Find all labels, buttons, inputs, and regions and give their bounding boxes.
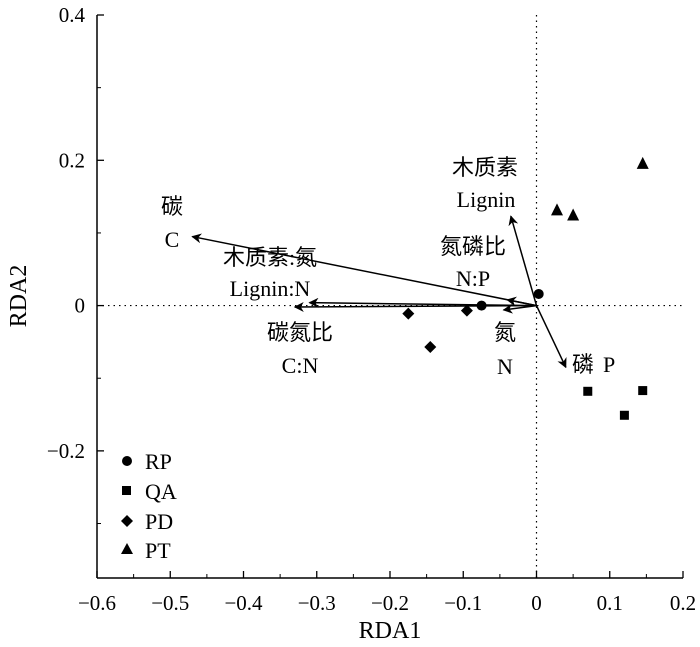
x-tick-label: −0.2 (371, 591, 409, 615)
legend-label: PT (145, 538, 171, 563)
x-axis-ticks: −0.6 −0.5 −0.4 −0.3 −0.2 −0.1 0 0.1 0.2 (78, 571, 696, 615)
arrow-label-cn: 碳 (161, 194, 183, 219)
point-rp (476, 300, 487, 311)
arrow-p (535, 305, 567, 369)
point-qa (583, 386, 593, 396)
point-pt (636, 156, 649, 169)
arrow-label-en: C:N (282, 353, 319, 378)
arrow-label-cn: 磷 (572, 352, 594, 377)
point-pd (460, 304, 473, 317)
sample-points (402, 156, 649, 420)
legend-marker-diamond (121, 515, 133, 527)
legend-label: QA (145, 479, 177, 504)
point-pt (551, 203, 564, 216)
y-axis-ticks: 0.4 0.2 0 −0.2 (47, 3, 104, 525)
y-tick-label: 0.4 (59, 3, 86, 27)
plot-frame (96, 15, 683, 579)
x-tick-label: 0.2 (670, 591, 696, 615)
arrow-label-en: P (603, 352, 615, 377)
arrow-label-cn: 木质素 (452, 155, 518, 180)
arrow-label-en: Lignin:N (230, 276, 311, 301)
arrow-label-en: Lignin (457, 187, 516, 212)
legend-marker-triangle (121, 543, 133, 554)
arrow-cn (293, 301, 537, 312)
environmental-arrows (191, 215, 567, 369)
x-tick-label: 0.1 (597, 591, 623, 615)
legend-label: PD (145, 509, 173, 534)
x-axis-title: RDA1 (359, 618, 422, 644)
x-tick-label: −0.4 (224, 591, 263, 615)
arrow-label-cn: 氮 (494, 320, 516, 345)
arrow-label-en: N (497, 354, 513, 379)
arrow-label-cn: 氮磷比 (440, 234, 506, 259)
arrow-labels: 碳 C 木质素:氮 Lignin:N 碳氮比 C:N 木质素 Lignin 氮磷… (161, 155, 615, 379)
point-qa (619, 410, 629, 420)
y-tick-label: 0 (75, 294, 86, 318)
arrow-label-cn: 木质素:氮 (223, 245, 317, 270)
arrow-n (502, 303, 537, 314)
point-pt (567, 208, 580, 221)
x-tick-label: −0.1 (444, 591, 482, 615)
x-tick-label: −0.3 (298, 591, 336, 615)
legend-marker-circle (122, 456, 132, 466)
y-axis-title: RDA2 (6, 265, 32, 328)
point-pd (402, 307, 415, 320)
arrow-np (506, 296, 537, 307)
legend: RP QA PD PT (121, 449, 177, 563)
point-pd (424, 340, 437, 353)
x-tick-label: −0.5 (151, 591, 189, 615)
arrow-label-cn: 碳氮比 (267, 320, 333, 345)
arrow-label-en: N:P (456, 266, 490, 291)
arrow-c (191, 233, 537, 307)
legend-label: RP (145, 449, 172, 474)
x-tick-label: −0.6 (78, 591, 116, 615)
y-tick-label: 0.2 (59, 148, 85, 172)
x-tick-label: 0 (531, 591, 542, 615)
arrow-label-en: C (165, 227, 180, 252)
y-tick-label: −0.2 (47, 439, 85, 463)
point-rp (533, 288, 544, 299)
arrow-lignin (508, 215, 538, 306)
reference-lines (97, 15, 683, 578)
point-qa (638, 386, 648, 396)
legend-marker-square (122, 486, 131, 495)
